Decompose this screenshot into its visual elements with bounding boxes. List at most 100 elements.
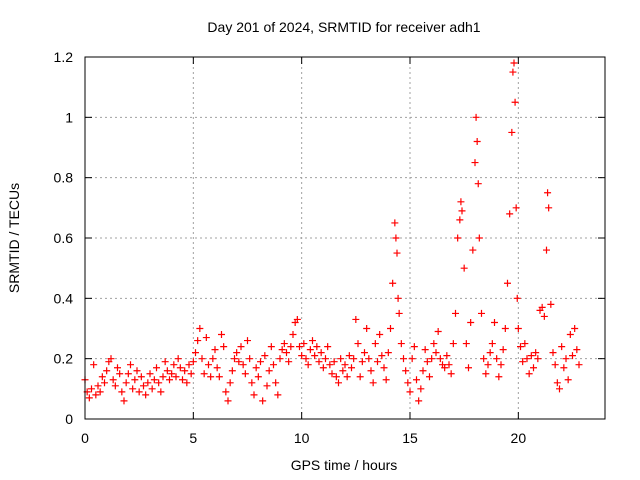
- data-point: [283, 349, 290, 357]
- data-point: [153, 364, 160, 372]
- data-point: [306, 346, 314, 354]
- data-point: [166, 376, 173, 384]
- data-point: [447, 370, 455, 378]
- data-point: [337, 355, 345, 363]
- data-point: [322, 355, 329, 363]
- data-point: [486, 349, 494, 357]
- data-point: [564, 376, 572, 384]
- data-point: [343, 373, 351, 381]
- data-point: [441, 364, 449, 372]
- data-point: [202, 334, 210, 342]
- data-point: [239, 361, 247, 369]
- data-point: [361, 349, 368, 357]
- data-point: [254, 373, 262, 381]
- data-point: [127, 361, 134, 369]
- data-point: [488, 340, 496, 348]
- data-point: [150, 376, 158, 384]
- data-point: [155, 379, 163, 387]
- data-point: [246, 355, 254, 363]
- data-point: [330, 358, 338, 366]
- data-point: [512, 204, 520, 212]
- y-tick-label: 0.6: [54, 230, 74, 246]
- data-point: [521, 340, 529, 348]
- data-point: [513, 294, 521, 302]
- axis-ticks: 0 5 10 15 20 0 0.2 0.4 0.6 0.8 1 1.2: [54, 49, 605, 446]
- data-point: [358, 358, 366, 366]
- data-point: [341, 361, 349, 369]
- data-point: [473, 137, 481, 145]
- data-point: [189, 358, 197, 366]
- data-point: [493, 355, 501, 363]
- data-point: [293, 315, 301, 323]
- data-point: [509, 68, 517, 76]
- data-point: [317, 349, 325, 357]
- y-axis-label: SRMTID / TECUs: [6, 183, 22, 293]
- data-point: [449, 340, 457, 348]
- y-tick-label: 0.2: [54, 351, 74, 367]
- data-point: [551, 361, 559, 369]
- data-point: [88, 385, 95, 393]
- data-point: [434, 328, 442, 336]
- x-axis-label: GPS time / hours: [291, 457, 398, 473]
- data-point: [198, 355, 206, 363]
- data-point: [298, 352, 306, 360]
- data-point: [560, 364, 568, 372]
- data-point: [410, 343, 418, 351]
- data-point: [94, 382, 102, 390]
- data-point: [469, 246, 477, 254]
- data-point: [261, 352, 269, 360]
- data-point: [484, 361, 492, 369]
- data-point: [491, 318, 498, 326]
- data-point: [272, 379, 280, 387]
- data-point: [120, 397, 128, 405]
- data-point: [209, 355, 217, 363]
- data-point: [501, 325, 509, 332]
- data-point: [241, 370, 249, 378]
- data-point: [163, 367, 171, 375]
- data-point: [543, 246, 550, 254]
- data-point: [244, 337, 251, 345]
- data-point: [530, 364, 537, 372]
- data-point: [408, 355, 416, 363]
- data-point: [313, 343, 321, 351]
- data-point: [480, 355, 488, 363]
- data-point: [109, 376, 117, 384]
- data-point: [114, 364, 121, 372]
- grid-lines: [85, 57, 605, 419]
- data-point: [129, 385, 137, 393]
- data-point: [428, 355, 436, 363]
- data-point: [92, 391, 100, 399]
- data-point: [133, 367, 141, 375]
- data-points: [81, 59, 583, 405]
- data-point: [148, 385, 156, 393]
- data-point: [324, 343, 332, 351]
- data-point: [287, 343, 295, 351]
- data-point: [402, 367, 410, 375]
- data-point: [252, 364, 260, 372]
- data-point: [192, 349, 199, 357]
- data-point: [280, 340, 288, 348]
- data-point: [220, 343, 228, 351]
- data-point: [226, 379, 234, 387]
- data-point: [472, 113, 480, 121]
- data-point: [315, 358, 323, 366]
- data-point: [540, 312, 548, 320]
- data-point: [460, 264, 468, 272]
- data-point: [471, 159, 479, 167]
- x-tick-label: 20: [511, 430, 527, 446]
- data-point: [517, 343, 524, 351]
- data-point: [532, 349, 540, 357]
- data-point: [506, 210, 514, 218]
- data-point: [523, 355, 531, 363]
- data-point: [397, 340, 405, 348]
- data-point: [231, 355, 238, 363]
- data-point: [556, 385, 563, 393]
- data-point: [98, 373, 106, 381]
- data-point: [382, 376, 390, 384]
- data-point: [575, 361, 583, 369]
- data-point: [326, 361, 334, 369]
- data-point: [389, 279, 397, 287]
- data-point: [285, 358, 293, 366]
- data-point: [547, 300, 555, 308]
- data-point: [131, 376, 139, 384]
